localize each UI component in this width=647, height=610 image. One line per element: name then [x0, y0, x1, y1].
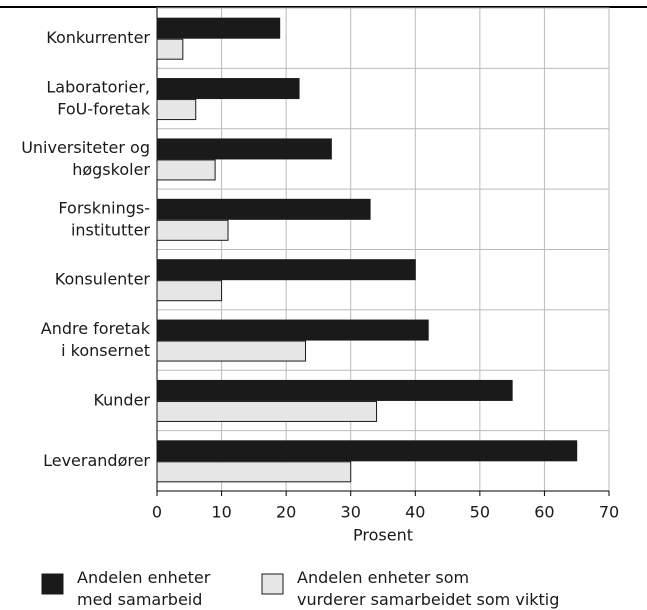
label-line: Andre foretak: [41, 319, 151, 338]
x-tick-label: 20: [276, 503, 296, 522]
label-line: i konsernet: [61, 341, 150, 360]
x-tick-label: 60: [534, 503, 554, 522]
bar: [156, 219, 229, 241]
bar: [156, 198, 371, 220]
label-line: høgskoler: [72, 159, 150, 178]
y-tick-label: Konsulenter: [55, 269, 151, 288]
bar: [156, 138, 332, 160]
y-tick-label: Laboratorier, FoU-foretak: [46, 77, 150, 118]
x-tick-label: 30: [341, 503, 361, 522]
label-line: Konkurrenter: [46, 28, 150, 47]
x-tick-label: 40: [405, 503, 425, 522]
bar: [156, 319, 429, 341]
bar: [156, 340, 307, 362]
bar: [156, 259, 416, 281]
bar: [156, 379, 513, 401]
label-line: FoU-foretak: [57, 99, 150, 118]
legend-swatch: [261, 573, 284, 595]
x-axis-label: Prosent: [353, 526, 413, 545]
legend-line: Andelen enheter: [77, 568, 211, 587]
legend-label: Andelen enheter som vurderer samarbeidet …: [297, 568, 559, 609]
y-tick-label: Universiteter og høgskoler: [21, 137, 150, 178]
y-tick-label: Leverandører: [43, 450, 150, 469]
label-line: Konsulenter: [55, 269, 151, 288]
x-tick-label: 70: [599, 503, 619, 522]
bar: [156, 78, 300, 100]
bar: [156, 159, 216, 181]
legend-label: Andelen enheter med samarbeid: [77, 568, 211, 609]
x-tick-label: 10: [211, 503, 231, 522]
y-tick-label: Andre foretak i konsernet: [41, 319, 151, 360]
bar: [156, 99, 197, 121]
bar: [156, 17, 281, 39]
bar: [156, 400, 378, 422]
y-tick-label: Forsknings-institutter: [58, 198, 150, 239]
bar: [156, 280, 223, 302]
legend-line: vurderer samarbeidet som viktig: [297, 590, 559, 609]
label-line: institutter: [71, 220, 150, 239]
legend-line: med samarbeid: [77, 590, 202, 609]
y-tick-label: Kunder: [93, 390, 150, 409]
label-line: Leverandører: [43, 450, 150, 469]
label-line: Forsknings-: [58, 198, 150, 217]
label-line: Universiteter og: [21, 137, 150, 156]
label-line: Laboratorier,: [46, 77, 150, 96]
bar: [156, 38, 184, 60]
bar: [156, 440, 578, 462]
y-tick-label: Konkurrenter: [46, 28, 150, 47]
legend-line: Andelen enheter som: [297, 568, 469, 587]
x-tick-label: 0: [152, 503, 162, 522]
bar: [156, 461, 352, 483]
x-tick-label: 50: [470, 503, 490, 522]
label-line: Kunder: [93, 390, 150, 409]
legend-swatch: [41, 573, 64, 595]
